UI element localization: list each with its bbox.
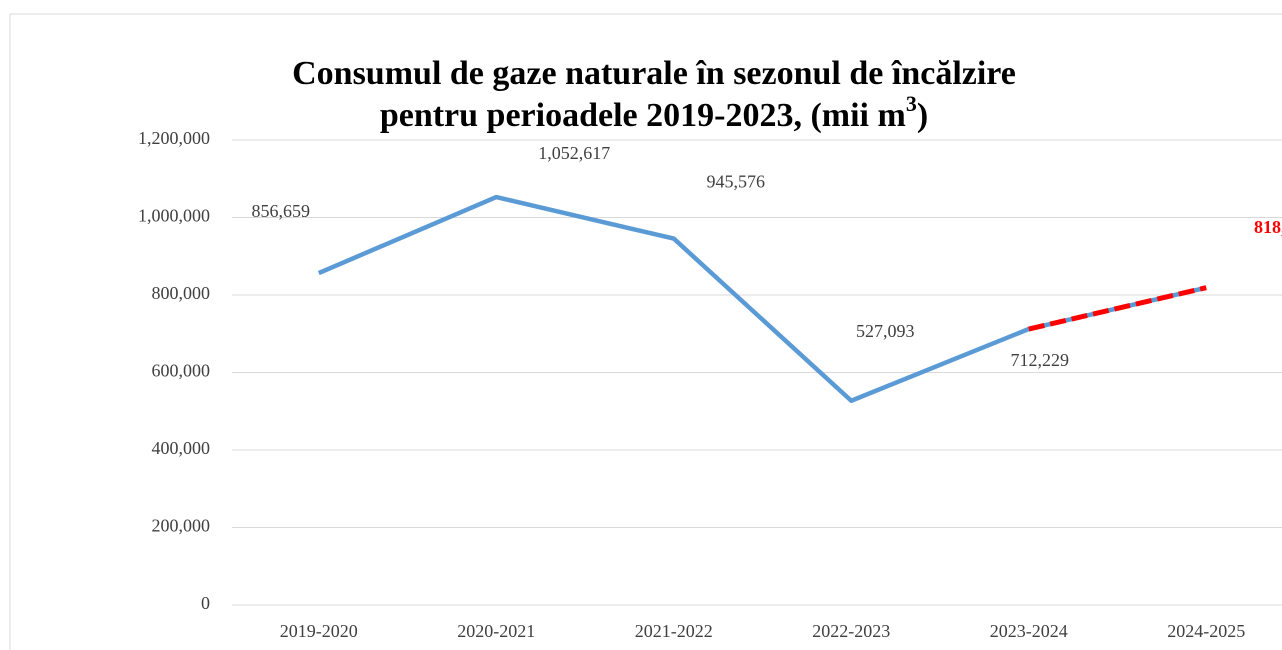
chart-title: pentru perioadele 2019-2023, (mii m3)	[380, 91, 928, 134]
title-superscript: 3	[906, 91, 917, 116]
data-label: 527,093	[856, 321, 915, 341]
y-tick-label: 1,200,000	[138, 128, 210, 148]
x-tick-label: 2020-2021	[457, 621, 535, 641]
data-label: 712,229	[1011, 350, 1070, 370]
x-tick-label: 2022-2023	[812, 621, 890, 641]
y-tick-label: 800,000	[152, 283, 211, 303]
series-line	[317, 194, 1207, 404]
data-label: 856,659	[252, 201, 311, 221]
y-tick-label: 600,000	[152, 361, 211, 381]
data-label: 945,576	[707, 172, 766, 192]
x-tick-label: 2021-2022	[635, 621, 713, 641]
x-tick-label: 2019-2020	[280, 621, 358, 641]
x-tick-label: 2023-2024	[990, 621, 1068, 641]
y-tick-label: 200,000	[152, 516, 211, 536]
chart-title: Consumul de gaze naturale în sezonul de …	[292, 55, 1016, 92]
data-label: 1,052,617	[538, 143, 610, 163]
title-text: )	[917, 97, 928, 134]
series-line	[1028, 285, 1207, 332]
y-tick-label: 0	[201, 593, 210, 613]
title-text: pentru perioadele 2019-2023, (mii m	[380, 97, 906, 134]
x-tick-label: 2024-2025	[1167, 621, 1245, 641]
y-tick-label: 400,000	[152, 438, 211, 458]
y-tick-label: 1,000,000	[138, 206, 210, 226]
data-label: 818,835	[1254, 217, 1282, 237]
